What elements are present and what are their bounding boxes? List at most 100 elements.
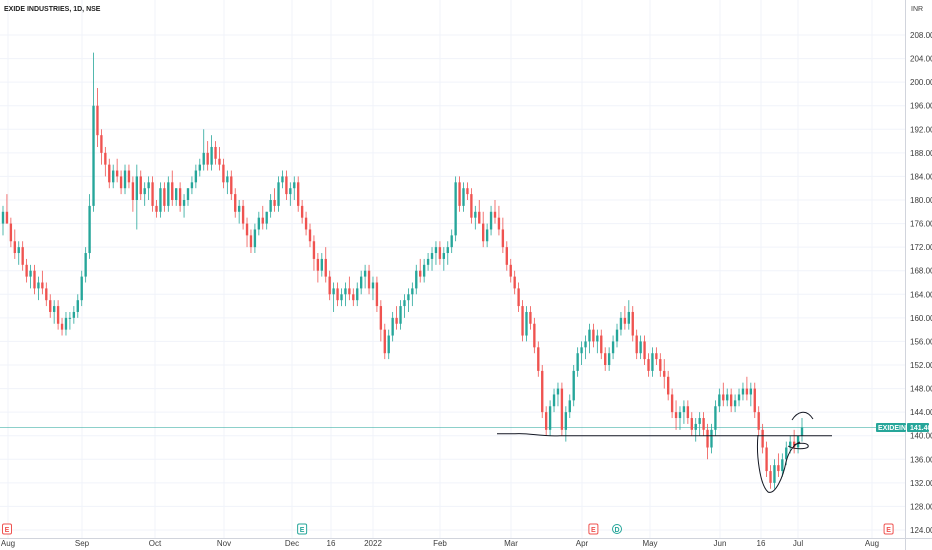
candle-body xyxy=(659,359,662,371)
candle-body xyxy=(76,300,79,312)
candle-body xyxy=(544,412,548,430)
candle-body xyxy=(474,211,477,218)
event-label: D xyxy=(614,527,619,534)
candle-body xyxy=(37,282,40,289)
candle-body xyxy=(611,341,615,354)
candle-body xyxy=(556,388,560,395)
candle-body xyxy=(64,317,68,330)
candle-body xyxy=(171,182,174,200)
candle-body xyxy=(600,335,603,354)
y-tick-label: 196.00 xyxy=(910,102,932,111)
candle-body xyxy=(13,241,16,254)
candle-body xyxy=(482,223,485,242)
candle-body xyxy=(218,158,221,165)
candle-body xyxy=(541,370,544,413)
y-tick-label: 136.00 xyxy=(910,455,932,464)
candle-body xyxy=(104,152,107,165)
candle-body xyxy=(513,276,516,289)
candle-body xyxy=(635,335,638,354)
event-marker: E xyxy=(2,523,12,535)
candle-body xyxy=(497,217,501,230)
event-label: E xyxy=(5,527,10,534)
candle-body xyxy=(663,370,666,377)
candle-body xyxy=(324,258,327,277)
candle-body xyxy=(438,247,442,259)
x-axis: Aug Sep Oct Nov Dec 16 2022 Feb Mar Apr May Jun 16 Ju… xyxy=(1,539,879,548)
candle-body xyxy=(773,465,776,483)
candle-body xyxy=(265,211,268,224)
candle-body xyxy=(131,182,135,200)
candle-body xyxy=(493,211,497,218)
candle-body xyxy=(560,388,564,430)
candle-body xyxy=(726,394,729,401)
candle-body xyxy=(387,335,390,354)
candle-body xyxy=(604,353,607,365)
candle-body xyxy=(375,282,379,307)
candle-body xyxy=(119,176,123,189)
candle-body xyxy=(175,188,178,200)
candle-body xyxy=(446,247,449,254)
currency-label: INR xyxy=(911,6,923,13)
candle-body xyxy=(363,270,367,277)
candle-body xyxy=(182,200,186,206)
candle-body xyxy=(33,270,36,289)
candle-body xyxy=(332,288,335,295)
candle-body xyxy=(147,182,150,189)
y-tick-label: 124.00 xyxy=(910,526,932,535)
y-tick-label: 204.00 xyxy=(910,55,932,64)
candle-body xyxy=(505,247,508,265)
handle-annotation xyxy=(787,442,809,450)
earnings-icon xyxy=(588,523,599,535)
candle-body xyxy=(9,223,13,242)
candle-body xyxy=(49,300,52,312)
candle-body xyxy=(615,329,619,342)
candle-body xyxy=(607,353,611,365)
candle-body xyxy=(155,205,158,212)
y-tick-label: 144.00 xyxy=(910,408,932,417)
candle-body xyxy=(241,205,245,224)
candle-body xyxy=(163,188,166,206)
last-price-badge xyxy=(907,422,929,432)
candle-body xyxy=(800,427,804,436)
candle-body xyxy=(761,429,764,448)
candle-body xyxy=(454,182,457,236)
candle-body xyxy=(643,341,646,360)
candle-body xyxy=(741,388,745,395)
candle-body xyxy=(41,282,44,289)
y-tick-label: 140.00 xyxy=(910,432,932,441)
y-tick-label: 208.00 xyxy=(910,31,932,40)
candle-body xyxy=(501,229,505,248)
candle-body xyxy=(698,418,701,424)
candle-body xyxy=(261,217,264,224)
x-tick-label: Aug xyxy=(865,539,879,548)
candle-body xyxy=(580,347,583,354)
candle-body xyxy=(230,176,233,195)
candle-body xyxy=(234,194,237,212)
candle-body xyxy=(718,394,721,407)
candle-body xyxy=(623,317,627,324)
earnings-icon xyxy=(883,523,894,535)
candle-body xyxy=(281,176,284,183)
event-label: E xyxy=(591,527,596,534)
event-label: E xyxy=(300,527,305,534)
candle-body xyxy=(395,317,398,324)
x-tick-label: Apr xyxy=(576,539,589,548)
candle-body xyxy=(533,323,536,348)
candle-body xyxy=(670,394,674,413)
y-tick-label: 184.00 xyxy=(910,172,932,181)
candle-body xyxy=(584,341,587,348)
candle-body xyxy=(639,341,642,354)
candle-body xyxy=(273,200,276,206)
candle-body xyxy=(415,270,418,289)
candle-body xyxy=(745,388,749,395)
candle-body xyxy=(348,288,351,295)
candle-body xyxy=(167,182,170,206)
candle-body xyxy=(320,258,323,271)
candle-body xyxy=(151,182,154,206)
candle-body xyxy=(434,247,438,254)
candle-body xyxy=(257,217,261,230)
support-line xyxy=(497,433,832,437)
candle-body xyxy=(367,270,371,289)
candle-body xyxy=(135,176,139,200)
